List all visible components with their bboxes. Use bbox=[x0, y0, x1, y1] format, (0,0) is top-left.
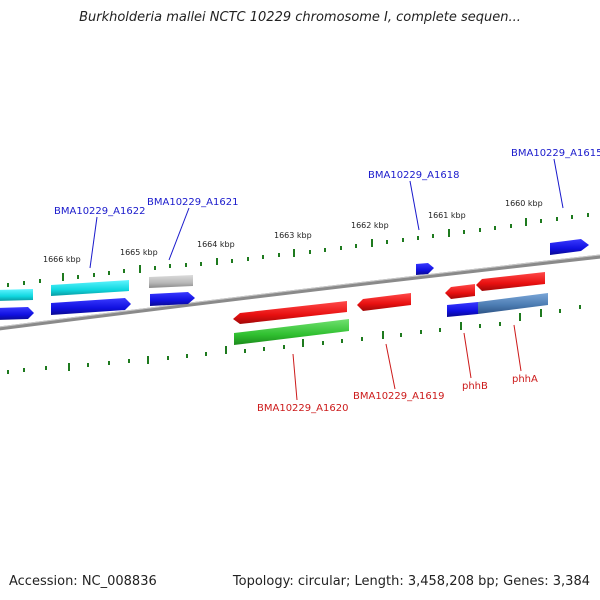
forward-genes bbox=[0, 239, 589, 320]
gene-arrow[interactable] bbox=[233, 301, 347, 324]
tick-label: 1661 kbp bbox=[428, 211, 466, 220]
gene-label[interactable]: phhA bbox=[512, 374, 538, 385]
tick-label: 1663 kbp bbox=[274, 231, 312, 240]
gene-arrow[interactable] bbox=[0, 289, 33, 301]
reverse-genes bbox=[233, 272, 548, 345]
gene-label[interactable]: phhB bbox=[462, 381, 488, 392]
tick-label: 1662 kbp bbox=[351, 221, 389, 230]
gene-arrow[interactable] bbox=[478, 293, 548, 314]
gene-label[interactable]: BMA10229_A1618 bbox=[368, 170, 459, 181]
accession-text: Accession: NC_008836 bbox=[9, 574, 157, 589]
leader-lines bbox=[89, 158, 564, 401]
gene-arrow[interactable] bbox=[447, 302, 478, 317]
gene-arrow[interactable] bbox=[476, 272, 545, 291]
gene-arrow[interactable] bbox=[150, 292, 195, 306]
gene-arrow[interactable] bbox=[416, 263, 434, 275]
gene-arrow[interactable] bbox=[357, 293, 411, 311]
tick-label: 1666 kbp bbox=[43, 255, 81, 264]
gene-arrow[interactable] bbox=[550, 239, 589, 255]
map-title: Burkholderia mallei NCTC 10229 chromosom… bbox=[79, 10, 521, 25]
gene-label[interactable]: BMA10229_A1621 bbox=[147, 197, 238, 208]
tick-label: 1660 kbp bbox=[505, 199, 543, 208]
gene-arrow[interactable] bbox=[445, 284, 475, 299]
gene-arrow[interactable] bbox=[51, 280, 129, 296]
gene-arrow[interactable] bbox=[149, 275, 193, 288]
gene-label[interactable]: BMA10229_A1620 bbox=[257, 403, 348, 414]
tick-label: 1664 kbp bbox=[197, 240, 235, 249]
gene-label[interactable]: BMA10229_A1619 bbox=[353, 391, 444, 402]
inner-tick-track bbox=[7, 305, 581, 374]
gene-arrow[interactable] bbox=[51, 298, 131, 315]
gene-arrow[interactable] bbox=[0, 307, 34, 320]
gene-label[interactable]: BMA10229_A1615 bbox=[511, 148, 600, 159]
outer-tick-track bbox=[7, 213, 589, 287]
gene-arrow[interactable] bbox=[234, 319, 349, 345]
topology-summary: Topology: circular; Length: 3,458,208 bp… bbox=[232, 574, 590, 589]
tick-label: 1665 kbp bbox=[120, 248, 158, 257]
genome-backbone bbox=[0, 254, 600, 331]
gene-label[interactable]: BMA10229_A1622 bbox=[54, 206, 145, 217]
